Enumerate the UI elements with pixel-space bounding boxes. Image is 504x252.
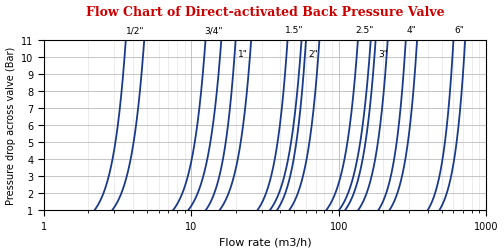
Y-axis label: Pressure drop across valve (Bar): Pressure drop across valve (Bar) [6,47,16,204]
Text: 3": 3" [378,50,388,58]
Text: 3/4": 3/4" [204,26,223,35]
Text: 1/2": 1/2" [126,26,144,35]
X-axis label: Flow rate (m3/h): Flow rate (m3/h) [219,237,311,246]
Title: Flow Chart of Direct-activated Back Pressure Valve: Flow Chart of Direct-activated Back Pres… [86,6,445,18]
Text: 1.5": 1.5" [285,26,304,35]
Text: 1": 1" [238,50,247,58]
Text: 2.5": 2.5" [355,26,373,35]
Text: 4": 4" [407,26,416,35]
Text: 2": 2" [308,50,318,58]
Text: 6": 6" [455,26,464,35]
